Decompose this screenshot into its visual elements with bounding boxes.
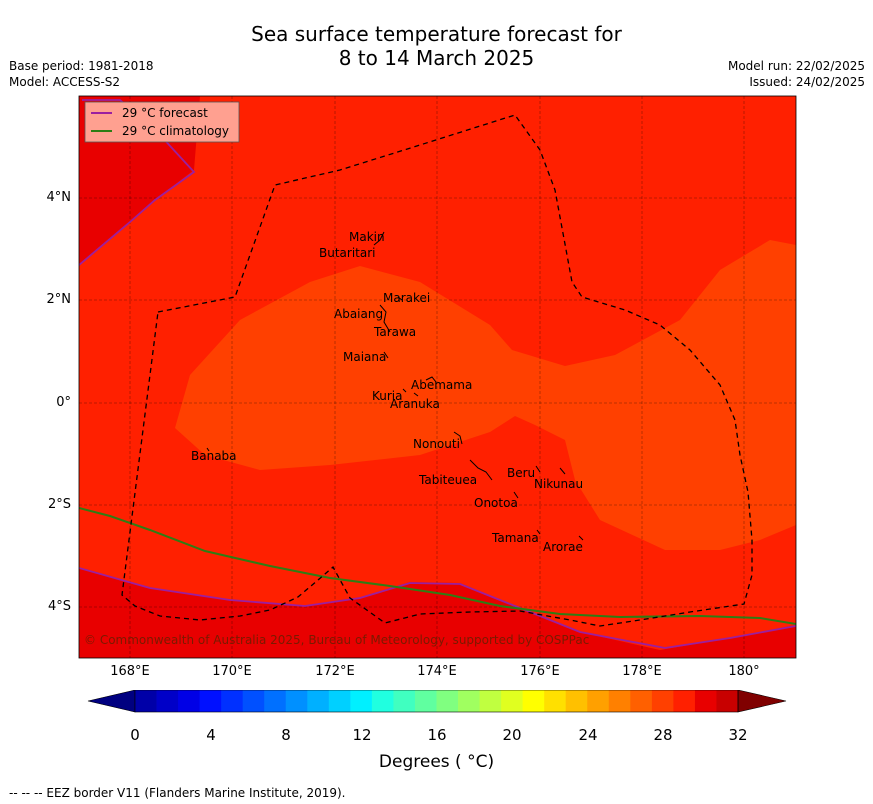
colorbar-cell [328, 690, 351, 712]
colorbar-over-arrow [737, 690, 787, 713]
colorbar-cell [716, 690, 739, 712]
colorbar-cells [135, 690, 739, 712]
cb-tick-28: 28 [653, 726, 673, 744]
colorbar-cell [458, 690, 480, 712]
x-tick-178e: 178°E [622, 664, 662, 679]
x-tick-180: 180° [728, 664, 760, 679]
colorbar-cell [694, 690, 717, 712]
colorbar-cell [285, 690, 308, 712]
cb-tick-16: 16 [427, 726, 447, 744]
colorbar-cell [587, 690, 610, 712]
run-info: Model run: 22/02/2025 Issued: 24/02/2025 [728, 58, 865, 90]
sst-region-29-south [79, 568, 796, 658]
label-kuria: Kuria [372, 389, 403, 403]
colorbar-cell [264, 690, 287, 712]
island-labels: Makin Butaritari Marakei Abaiang Tarawa … [191, 230, 583, 554]
colorbar-cell [673, 690, 696, 712]
colorbar-cell [479, 690, 502, 712]
label-tarawa: Tarawa [373, 325, 416, 339]
x-tick-170e: 170°E [212, 664, 252, 679]
colorbar-under-arrow [87, 690, 136, 713]
label-arorae: Arorae [543, 540, 583, 554]
label-marakei: Marakei [383, 291, 430, 305]
colorbar-cell [522, 690, 545, 712]
label-nikunau: Nikunau [534, 477, 583, 491]
label-maiana: Maiana [343, 350, 386, 364]
legend-box [84, 101, 240, 143]
colorbar-cell [307, 690, 330, 712]
map-legend: 29 °C forecast 29 °C climatology [84, 101, 240, 143]
colorbar-title: Degrees ( °C) [378, 752, 495, 772]
eez-border [121, 114, 753, 627]
forecast-29c-contour-south [79, 567, 796, 649]
y-tick-4s: 4°S [47, 599, 71, 614]
colorbar-cell [414, 690, 437, 712]
x-tick-172e: 172°E [315, 664, 355, 679]
cb-tick-4: 4 [206, 726, 216, 744]
y-tick-2n: 2°N [46, 292, 72, 307]
model-run-date: Model run: 22/02/2025 [727, 59, 865, 73]
colorbar-cell [350, 690, 373, 712]
colorbar-cell [651, 690, 674, 712]
model-info: Base period: 1981-2018 Model: ACCESS-S2 [9, 58, 154, 90]
cb-tick-8: 8 [281, 726, 291, 744]
colorbar-cell [371, 690, 394, 712]
climatology-29c-contour [79, 507, 796, 625]
y-tick-4n: 4°N [46, 190, 72, 205]
colorbar-cell [156, 690, 179, 712]
colorbar-cell [501, 690, 524, 712]
colorbar-cell [393, 690, 416, 712]
cb-tick-20: 20 [502, 726, 522, 744]
colorbar [87, 690, 787, 713]
cb-tick-24: 24 [578, 726, 598, 744]
x-tick-176e: 176°E [520, 664, 560, 679]
sst-region-28 [175, 240, 796, 550]
colorbar-cell [565, 690, 588, 712]
colorbar-outline [134, 690, 739, 713]
forecast-29c-contour-north [79, 99, 196, 266]
map-frame [78, 95, 797, 659]
label-tabiteuea: Tabiteuea [418, 473, 477, 487]
legend-climatology-label: 29 °C climatology [122, 124, 229, 138]
sst-map: Makin Butaritari Marakei Abaiang Tarawa … [78, 95, 797, 659]
model-name: Model: ACCESS-S2 [9, 75, 121, 89]
colorbar-cell [178, 690, 201, 712]
label-butaritari: Butaritari [319, 246, 376, 260]
base-period: Base period: 1981-2018 [9, 59, 154, 73]
label-onotoa: Onotoa [474, 496, 518, 510]
colorbar-cell [242, 690, 265, 712]
x-tick-174e: 174°E [417, 664, 457, 679]
colorbar-cell [630, 690, 653, 712]
eez-footnote: -- -- -- EEZ border V11 (Flanders Marine… [9, 786, 346, 800]
issued-date: Issued: 24/02/2025 [749, 75, 865, 89]
map-title: Sea surface temperature forecast for 8 t… [0, 22, 873, 70]
colorbar-cell [436, 690, 459, 712]
cb-tick-32: 32 [728, 726, 748, 744]
y-tick-0: 0° [56, 395, 71, 410]
title-line-2: 8 to 14 March 2025 [338, 46, 535, 70]
cb-tick-12: 12 [352, 726, 372, 744]
colorbar-cell [199, 690, 222, 712]
label-makin: Makin [349, 230, 385, 244]
label-abaiang: Abaiang [334, 307, 383, 321]
label-abemama: Abemama [411, 378, 472, 392]
colorbar-cell [544, 690, 567, 712]
y-tick-2s: 2°S [47, 497, 71, 512]
copyright-notice: © Commonwealth of Australia 2025, Bureau… [84, 633, 589, 647]
colorbar-cell [221, 690, 244, 712]
legend-forecast-label: 29 °C forecast [122, 106, 208, 120]
x-tick-168e: 168°E [110, 664, 150, 679]
label-beru: Beru [507, 466, 535, 480]
label-banaba: Banaba [191, 449, 237, 463]
label-aranuka: Aranuka [390, 397, 440, 411]
title-line-1: Sea surface temperature forecast for [251, 22, 622, 46]
cb-tick-0: 0 [130, 726, 140, 744]
island-shapes [206, 231, 584, 541]
label-tamana: Tamana [491, 531, 539, 545]
label-nonouti: Nonouti [413, 437, 460, 451]
map-gridlines [79, 96, 796, 658]
colorbar-cell [135, 690, 157, 712]
colorbar-cell [608, 690, 631, 712]
